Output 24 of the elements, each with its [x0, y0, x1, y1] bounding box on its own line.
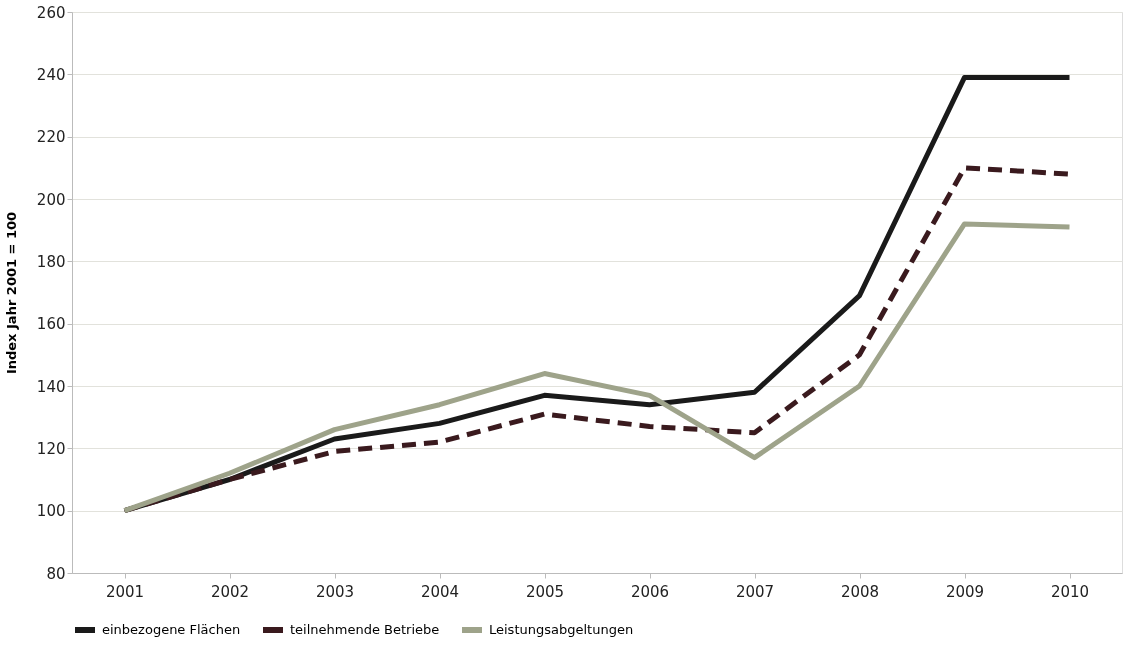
- y-tick-label: 100: [36, 502, 66, 521]
- y-tick-label: 80: [46, 564, 66, 583]
- x-tick-label: 2003: [315, 582, 355, 601]
- x-tick-label: 2007: [735, 582, 775, 601]
- y-tick-label: 120: [36, 439, 66, 458]
- y-tick-label: 180: [36, 252, 66, 271]
- x-tick-label: 2008: [840, 582, 880, 601]
- y-tick-label: 160: [36, 315, 66, 334]
- y-axis-title: Index Jahr 2001 = 100: [3, 211, 19, 375]
- legend-label: Leistungsabgeltungen: [489, 622, 634, 637]
- x-tick-label: 2004: [420, 582, 460, 601]
- y-tick-label: 200: [36, 190, 66, 209]
- x-tick-label: 2010: [1050, 582, 1090, 601]
- y-tick-label: 140: [36, 377, 66, 396]
- x-tick-label: 2001: [105, 582, 145, 601]
- x-tick-label: 2002: [210, 582, 250, 601]
- x-tick-label: 2005: [525, 582, 565, 601]
- legend-label: einbezogene Flächen: [102, 622, 241, 637]
- x-tick-label: 2009: [945, 582, 985, 601]
- y-tick-label: 220: [36, 128, 66, 147]
- legend-label: teilnehmende Betriebe: [290, 622, 440, 637]
- y-tick-label: 240: [36, 65, 66, 84]
- y-tick-label: 260: [36, 3, 66, 22]
- x-tick-label: 2006: [630, 582, 670, 601]
